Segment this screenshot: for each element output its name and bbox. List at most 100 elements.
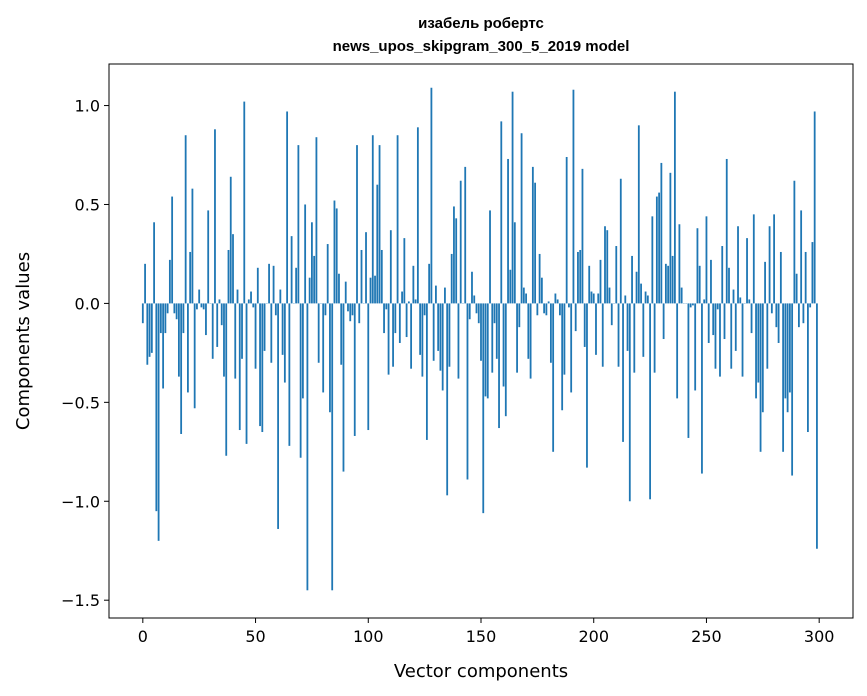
bar: [525, 293, 527, 304]
bar: [579, 249, 582, 304]
bar: [177, 303, 180, 377]
bar: [198, 289, 201, 304]
bar: [615, 246, 618, 304]
bar: [734, 303, 737, 351]
bar: [259, 303, 261, 427]
bar: [768, 226, 771, 304]
bar: [175, 303, 178, 320]
bar: [667, 265, 670, 304]
bar: [351, 303, 354, 316]
bar: [737, 226, 739, 304]
bar: [419, 303, 422, 355]
bar: [295, 267, 298, 304]
bar: [728, 267, 730, 304]
bar: [324, 303, 327, 316]
bar: [513, 222, 516, 304]
bar: [565, 156, 568, 304]
bar: [538, 253, 541, 304]
bar: [214, 129, 216, 304]
y-tick-label: −0.5: [61, 393, 100, 412]
bar: [554, 293, 557, 304]
bar: [234, 303, 237, 379]
bar: [304, 204, 307, 304]
bar: [313, 255, 316, 304]
bar: [669, 172, 672, 304]
bar: [369, 277, 372, 304]
bar: [642, 303, 645, 357]
bar: [288, 303, 291, 446]
bar: [189, 251, 192, 304]
bar: [317, 303, 320, 363]
bar: [813, 111, 816, 304]
bar: [245, 303, 248, 444]
y-tick-label: −1.5: [61, 591, 100, 610]
bar: [407, 301, 410, 304]
bar: [705, 216, 708, 304]
bar: [144, 263, 146, 304]
bar: [595, 303, 597, 355]
bar: [191, 188, 194, 304]
bar: [626, 303, 629, 351]
bar: [676, 303, 679, 399]
bar: [340, 303, 343, 365]
bar: [196, 303, 198, 310]
bar: [741, 303, 744, 377]
bar: [651, 216, 654, 304]
bar: [322, 303, 325, 393]
bar: [811, 242, 814, 304]
bar: [315, 137, 318, 304]
bar: [489, 210, 491, 304]
bar: [256, 267, 259, 304]
bar: [491, 303, 494, 373]
bar: [779, 251, 782, 304]
bar: [331, 303, 334, 591]
bar: [150, 303, 153, 353]
bar: [624, 295, 627, 304]
x-axis: 0 50 100 150 200 250 300: [138, 618, 834, 646]
bar: [223, 303, 225, 377]
bar: [671, 255, 674, 304]
bar: [707, 303, 710, 343]
bar: [725, 158, 728, 304]
bar: [604, 226, 606, 304]
bar: [376, 184, 379, 304]
bar: [380, 249, 383, 304]
bar: [480, 303, 482, 361]
bar: [416, 127, 419, 304]
bar: [577, 251, 579, 304]
bar: [797, 303, 800, 328]
bar: [263, 303, 266, 351]
bar: [500, 121, 503, 304]
bar: [444, 287, 446, 304]
bar: [421, 303, 424, 377]
x-axis-label: Vector components: [394, 661, 568, 682]
bar: [389, 230, 392, 304]
bar: [356, 145, 358, 304]
bar: [146, 303, 149, 365]
bar: [784, 303, 787, 399]
bar: [658, 192, 661, 304]
bar: [493, 303, 496, 324]
bar: [403, 238, 406, 304]
bar: [207, 210, 210, 304]
bar: [187, 303, 189, 393]
bar: [401, 291, 403, 304]
bar: [236, 289, 239, 304]
bar: [527, 303, 530, 359]
bar: [568, 303, 570, 308]
bar: [453, 206, 455, 304]
bar: [748, 299, 751, 304]
bar: [692, 303, 694, 306]
bar: [646, 295, 649, 304]
bar: [723, 303, 726, 340]
bar: [536, 303, 539, 316]
bar: [193, 303, 196, 409]
bar: [786, 303, 789, 413]
bar: [326, 244, 329, 304]
bar: [770, 303, 773, 314]
bar: [712, 303, 715, 336]
bar: [791, 303, 794, 476]
bar: [159, 303, 162, 334]
bar: [486, 303, 489, 399]
